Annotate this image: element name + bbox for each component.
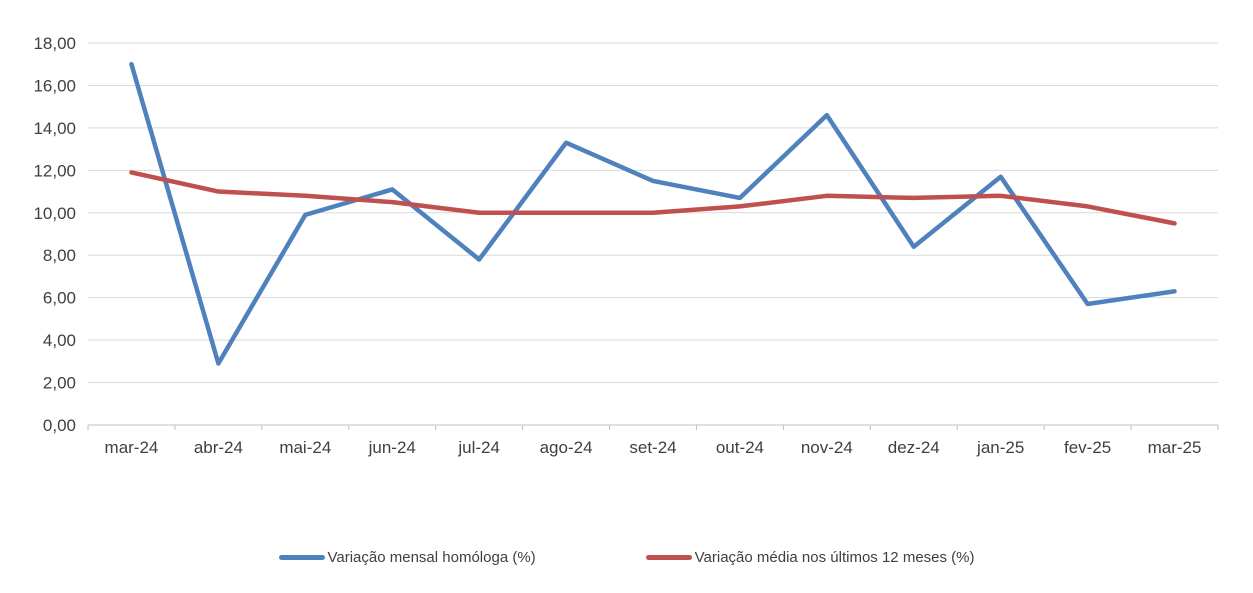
y-axis-tick-label: 6,00 <box>43 289 76 308</box>
x-axis-tick-label: mar-25 <box>1148 438 1202 457</box>
x-axis-tick-label: fev-25 <box>1064 438 1111 457</box>
y-axis-tick-label: 0,00 <box>43 416 76 435</box>
x-axis-tick-label: nov-24 <box>801 438 853 457</box>
x-axis-tick-label: mar-24 <box>105 438 159 457</box>
x-axis-tick-label: jun-24 <box>368 438 416 457</box>
x-axis-tick-label: set-24 <box>629 438 676 457</box>
y-axis-tick-label: 12,00 <box>33 161 76 180</box>
y-axis-tick-label: 14,00 <box>33 119 76 138</box>
x-axis-tick-label: mai-24 <box>279 438 331 457</box>
x-axis-tick-label: jul-24 <box>457 438 500 457</box>
x-axis-tick-label: jan-25 <box>976 438 1024 457</box>
y-axis-tick-label: 18,00 <box>33 34 76 53</box>
y-axis-tick-label: 16,00 <box>33 76 76 95</box>
legend: Variação mensal homóloga (%) Variação mé… <box>0 549 1253 566</box>
x-axis-tick-label: ago-24 <box>540 438 593 457</box>
plot-area: 0,00 2,00 4,00 6,00 8,00 10,00 12,00 14,00 16,00… <box>33 34 1219 457</box>
legend-line-swatch-blue-icon <box>278 555 325 560</box>
y-axis-tick-label: 8,00 <box>43 246 76 265</box>
legend-line-swatch-red-icon <box>645 555 692 560</box>
x-axis-tick-label: abr-24 <box>194 438 243 457</box>
series-line-monthly-variation <box>129 61 1177 366</box>
x-axis-tick-label: dez-24 <box>888 438 940 457</box>
legend-label-12month-average: Variação média nos últimos 12 meses (%) <box>694 549 975 566</box>
y-axis-tick-label: 10,00 <box>33 204 76 223</box>
y-axis-tick-label: 4,00 <box>43 331 76 350</box>
legend-item-12month-average: Variação média nos últimos 12 meses (%) <box>645 549 975 566</box>
series-line-12month-average <box>129 170 1177 226</box>
x-axis-tick-label: out-24 <box>716 438 764 457</box>
legend-label-monthly-variation: Variação mensal homóloga (%) <box>327 549 536 566</box>
legend-item-monthly-variation: Variação mensal homóloga (%) <box>278 549 536 566</box>
y-axis-tick-label: 2,00 <box>43 374 76 393</box>
